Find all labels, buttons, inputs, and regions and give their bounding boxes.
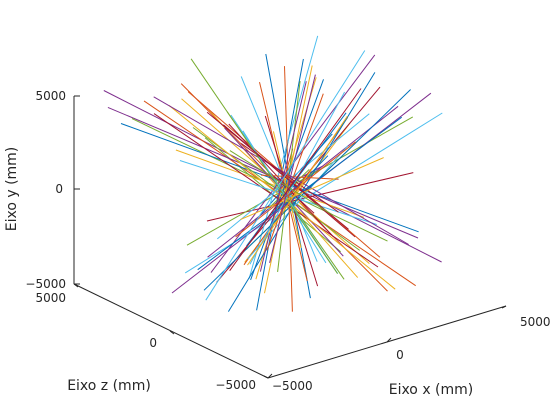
x-tick-mid: [386, 337, 392, 343]
x-tick-label-left: −5000: [272, 379, 313, 393]
y-tick-label-bottom: −5000: [25, 277, 66, 291]
z-tick-mid: [169, 330, 175, 335]
series-line-20: [248, 35, 319, 279]
series-line-66: [247, 115, 348, 266]
series-lines: [103, 35, 443, 312]
series-line-70: [229, 88, 362, 271]
series-line-69: [205, 50, 366, 301]
series-line-49: [228, 123, 334, 238]
z-tick-label-mid: 0: [149, 336, 157, 350]
series-line-51: [260, 174, 339, 180]
x-tick-end: [501, 305, 507, 309]
series-line-44: [266, 93, 324, 251]
series-line-59: [240, 157, 384, 221]
y-axis-label: Eixo y (mm): [4, 147, 20, 232]
x-axis-label: Eixo x (mm): [389, 382, 474, 398]
series-line-13: [184, 112, 443, 274]
x-tick-start: [267, 373, 273, 379]
z-axis-label: Eixo z (mm): [67, 378, 151, 394]
x-tick-label-right: 5000: [520, 315, 551, 329]
x-tick-label-mid: 0: [396, 348, 404, 362]
series-line-11: [107, 106, 419, 239]
series-line-53: [153, 96, 409, 245]
z-tick-label-bottom: −5000: [215, 378, 256, 392]
series-line-65: [235, 141, 356, 238]
z-tick-start: [73, 283, 79, 288]
series-line-43: [250, 79, 324, 281]
series-line-35: [153, 113, 379, 268]
series-line-48: [179, 160, 377, 225]
series-line-61: [190, 58, 338, 274]
y-tick-label-mid: 0: [55, 182, 63, 196]
z-tick-label-top: 5000: [35, 291, 66, 305]
z-tick-end: [263, 375, 269, 379]
series-line-60: [259, 81, 307, 272]
y-tick-label-top: 5000: [35, 89, 66, 103]
series-line-67: [269, 74, 316, 264]
z-axis-line: [73, 283, 269, 379]
series-line-42: [266, 169, 315, 214]
series-line-22: [120, 123, 419, 233]
axes: 5000 0 −5000 5000 0 −5000 −5000 0 5000 E…: [4, 89, 551, 398]
